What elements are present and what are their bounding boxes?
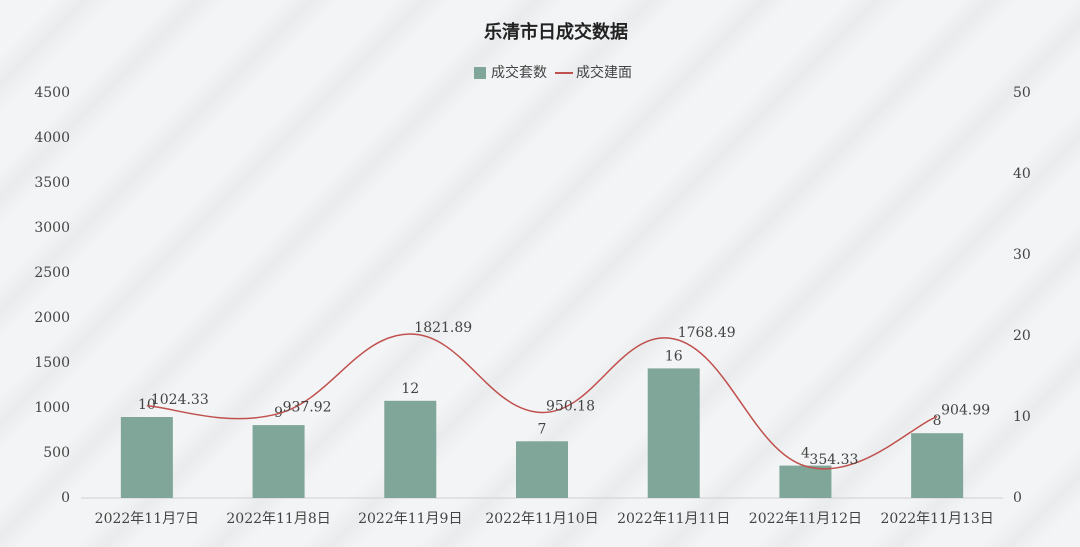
bar-value-label: 10	[138, 397, 156, 413]
x-tick-label: 2022年11月7日	[95, 511, 199, 527]
y-tick-label: 2500	[34, 265, 70, 281]
x-tick-label: 2022年11月13日	[881, 511, 994, 527]
x-tick-label: 2022年11月10日	[485, 511, 598, 527]
chart-title: 乐清市日成交数据	[484, 21, 628, 43]
y2-tick-label: 40	[1013, 166, 1031, 182]
y-tick-label: 4500	[34, 85, 70, 101]
y2-tick-label: 0	[1013, 490, 1022, 506]
bar	[911, 433, 964, 498]
line-value-label: 950.18	[546, 398, 595, 414]
bar	[516, 441, 568, 498]
line	[146, 333, 938, 470]
y-tick-label: 500	[43, 445, 70, 461]
y-tick-label: 2000	[34, 310, 70, 326]
line-value-label: 937.92	[283, 400, 332, 416]
x-tick-label: 2022年11月12日	[749, 511, 862, 527]
y-tick-label: 1000	[34, 400, 70, 416]
line-value-label: 354.33	[809, 452, 858, 468]
legend-label: 成交套数	[491, 64, 547, 81]
y2-tick-label: 10	[1013, 409, 1031, 425]
bar-value-label: 16	[665, 348, 683, 364]
y2-tick-label: 50	[1013, 85, 1031, 101]
y-tick-label: 3000	[34, 220, 70, 236]
y2-tick-label: 30	[1013, 247, 1031, 263]
x-tick-label: 2022年11月9日	[358, 511, 462, 527]
bar	[647, 368, 700, 498]
y-tick-label: 0	[61, 490, 70, 506]
bar	[252, 425, 305, 498]
y-tick-label: 3500	[34, 175, 70, 191]
bar	[384, 400, 437, 498]
line-value-label: 1024.33	[151, 392, 209, 408]
bar-value-label: 4	[801, 446, 810, 462]
x-tick-label: 2022年11月11日	[617, 511, 730, 527]
bar-value-label: 8	[933, 413, 942, 429]
y-tick-label: 4000	[34, 130, 70, 146]
line-value-label: 904.99	[941, 403, 990, 419]
line-value-label: 1768.49	[678, 325, 736, 341]
bar	[779, 465, 832, 498]
legend-swatch	[474, 67, 486, 79]
y-tick-label: 1500	[34, 355, 70, 371]
legend-label: 成交建面	[576, 64, 632, 81]
bar	[120, 417, 173, 498]
line-value-label: 1821.89	[414, 320, 472, 336]
bar-value-label: 7	[538, 421, 547, 437]
bar-value-label: 12	[401, 381, 419, 397]
x-tick-label: 2022年11月8日	[226, 511, 330, 527]
y2-tick-label: 20	[1013, 328, 1031, 344]
